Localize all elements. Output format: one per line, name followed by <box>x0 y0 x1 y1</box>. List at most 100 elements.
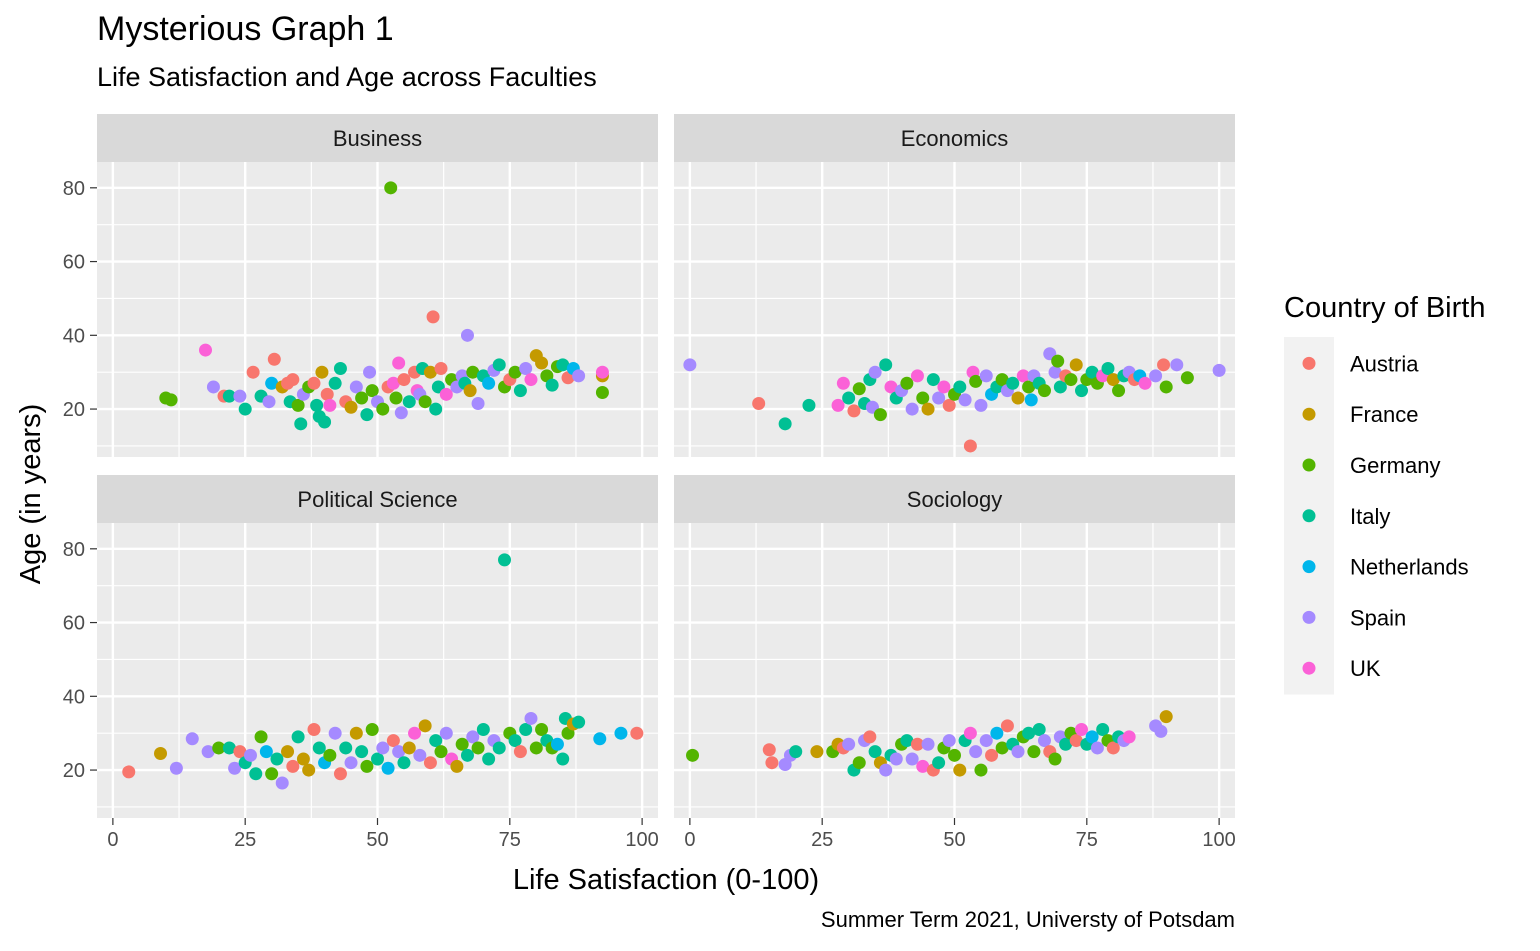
data-point <box>789 745 803 759</box>
facet-panels: Business 20 40 60 80 Economics Political Scien… <box>63 114 1236 851</box>
data-point <box>550 737 564 751</box>
data-point <box>990 726 1004 740</box>
data-point <box>1053 380 1067 394</box>
legend-label: Austria <box>1350 351 1419 376</box>
x-tick-label: 0 <box>107 829 118 851</box>
data-point <box>249 767 263 781</box>
data-point <box>333 362 347 375</box>
data-point <box>969 745 983 759</box>
facet-strip-label: Political Science <box>297 487 457 512</box>
x-tick-label: 75 <box>1076 829 1098 851</box>
data-point <box>529 741 543 755</box>
data-point <box>185 732 199 746</box>
data-point <box>360 759 374 773</box>
data-point <box>1157 358 1171 372</box>
legend-label: Spain <box>1350 605 1406 630</box>
legend-label: UK <box>1350 656 1381 681</box>
data-point <box>323 748 337 762</box>
legend-label: Germany <box>1350 453 1440 478</box>
data-point <box>376 741 390 755</box>
data-point <box>328 376 342 390</box>
data-point <box>1101 362 1115 375</box>
data-point <box>429 734 443 748</box>
data-point <box>686 748 700 762</box>
data-point <box>402 395 416 409</box>
data-point <box>802 398 816 412</box>
data-point <box>307 723 321 736</box>
y-tick-label: 20 <box>63 760 85 782</box>
data-point <box>932 756 946 770</box>
data-point <box>384 181 398 195</box>
data-point <box>513 745 527 759</box>
data-point <box>1069 358 1083 372</box>
data-point <box>439 726 453 740</box>
data-point <box>1212 363 1226 377</box>
data-point <box>455 737 469 751</box>
data-point <box>381 761 395 775</box>
x-tick-label: 0 <box>684 829 695 851</box>
data-point <box>963 439 977 453</box>
facet-economics: Economics <box>674 114 1235 457</box>
data-point <box>394 406 408 420</box>
facet-strip <box>674 114 1235 162</box>
data-point <box>958 393 972 407</box>
data-point <box>916 759 930 773</box>
x-axis-title: Life Satisfaction (0-100) <box>513 864 819 896</box>
data-point <box>1024 393 1038 407</box>
legend-swatch <box>1302 356 1316 370</box>
data-point <box>254 730 268 744</box>
data-point <box>318 415 332 429</box>
data-point <box>1000 719 1014 733</box>
data-point <box>169 761 183 775</box>
data-point <box>122 765 136 779</box>
data-point <box>535 723 549 736</box>
data-point <box>365 723 379 736</box>
data-point <box>683 358 697 372</box>
data-point <box>418 395 432 409</box>
data-point <box>1090 741 1104 755</box>
data-point <box>222 741 236 755</box>
data-point <box>291 730 305 744</box>
data-point <box>466 365 480 379</box>
data-point <box>545 378 559 392</box>
data-point <box>233 389 247 403</box>
data-point <box>492 741 506 755</box>
legend-item-italy: Italy <box>1302 504 1390 529</box>
data-point <box>572 369 586 383</box>
chart-caption: Summer Term 2021, Universty of Potsdam <box>820 907 1235 932</box>
data-point <box>900 376 914 390</box>
data-point <box>386 734 400 748</box>
data-point <box>476 723 490 736</box>
data-point <box>389 391 403 405</box>
data-point <box>1149 369 1163 383</box>
y-tick-label: 60 <box>63 252 85 274</box>
data-point <box>953 380 967 394</box>
legend-item-austria: Austria <box>1302 351 1419 376</box>
legend-item-netherlands: Netherlands <box>1302 555 1469 580</box>
data-point <box>286 373 300 387</box>
legend-swatch <box>1302 509 1316 523</box>
data-point <box>910 737 924 751</box>
data-point <box>363 365 377 379</box>
data-point <box>847 404 861 418</box>
data-point <box>1037 384 1051 398</box>
data-point <box>572 715 586 729</box>
data-point <box>344 756 358 770</box>
data-point <box>921 402 935 416</box>
data-point <box>355 391 369 405</box>
data-point <box>916 391 930 405</box>
data-point <box>535 356 549 370</box>
data-point <box>905 752 919 766</box>
data-point <box>1159 710 1173 724</box>
data-point <box>386 376 400 390</box>
data-point <box>413 748 427 762</box>
data-point <box>429 402 443 416</box>
data-point <box>246 365 260 379</box>
legend-swatch <box>1302 560 1316 574</box>
x-tick-label: 25 <box>234 829 256 851</box>
data-point <box>471 397 485 411</box>
data-point <box>154 746 168 760</box>
data-point <box>482 376 496 390</box>
data-point <box>233 745 247 759</box>
data-point <box>201 745 215 759</box>
